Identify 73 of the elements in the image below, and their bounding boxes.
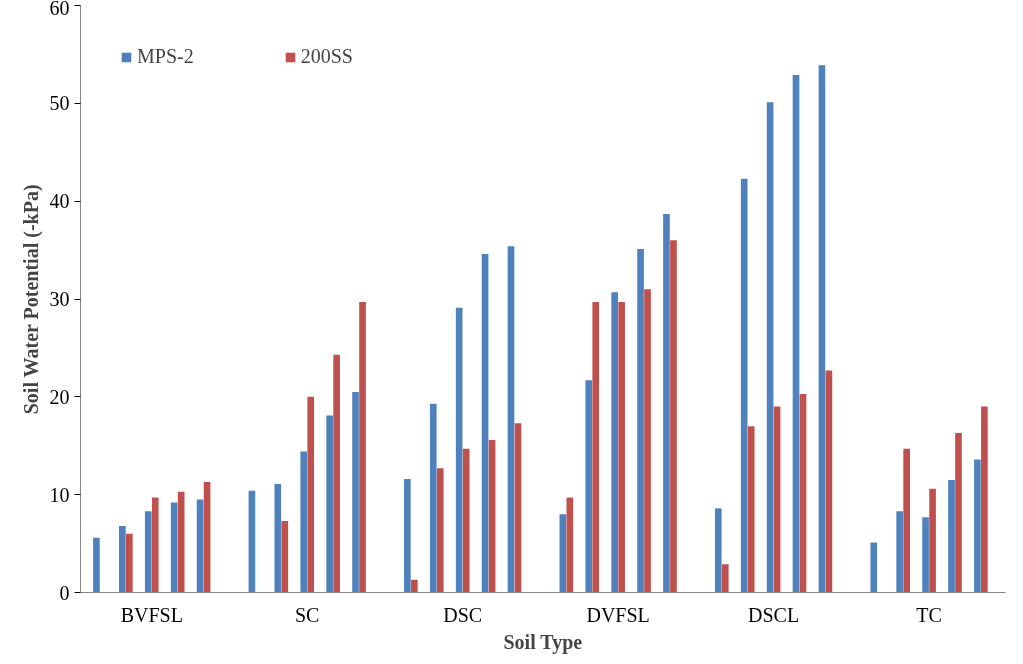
bar [481,254,489,593]
y-tick-label: 0 [59,581,70,604]
x-tick-label: DVFSL [586,603,650,626]
x-tick-label: DSC [443,603,483,626]
x-axis-title: Soil Type [503,630,583,654]
bar [300,451,308,593]
bar [670,240,677,593]
bar [126,533,133,593]
bar [333,354,340,593]
bar [974,459,981,593]
bar [559,514,567,593]
bar [411,579,418,593]
bar [281,521,289,593]
bar [119,525,126,593]
bar [618,301,625,593]
legend-label: MPS-2 [137,45,194,68]
bar [747,426,755,593]
bar [326,415,333,593]
bar [307,396,315,593]
x-tick-label: BVFSL [120,603,183,626]
bar [870,542,878,593]
bar [585,380,593,593]
bar [170,502,178,593]
bar [352,391,359,593]
legend-label: 200SS [300,45,353,68]
bar [274,483,282,593]
bar [203,481,211,593]
y-tick-label: 50 [49,92,70,115]
bar [404,479,411,593]
bar [981,406,988,593]
bar [359,301,366,593]
x-tick-label: SC [294,603,320,626]
bar [488,439,496,593]
y-tick-label: 30 [49,288,70,310]
bar [637,249,644,593]
bar [929,488,936,593]
x-tick-label: DSCL [748,603,800,626]
bar [507,246,515,593]
bar [740,178,748,593]
bar [922,517,929,593]
bar [948,479,955,593]
bar [611,292,618,593]
bar [896,511,903,593]
y-tick-label: 20 [49,385,70,408]
bar [903,448,910,593]
bar [566,497,574,593]
bar [773,406,781,593]
bar [818,65,826,593]
bar [644,289,651,593]
bar [825,370,833,593]
bar [721,564,729,593]
x-tick-label: TC [916,603,942,626]
bar [792,74,800,593]
bar [436,468,444,593]
bar [766,102,774,593]
bar [177,491,185,593]
y-tick-label: 10 [49,483,70,506]
bar [955,433,962,593]
bar [144,511,152,593]
bar [429,403,437,593]
bar [592,301,600,593]
bar [799,393,807,593]
y-tick-label: 60 [49,0,70,19]
bar [455,307,463,593]
bar [248,490,256,593]
bar [151,497,159,593]
bar [462,448,470,593]
y-tick-label: 40 [49,190,70,213]
bar [714,508,722,593]
bar [514,423,522,593]
bar [93,537,100,593]
y-axis-title: Soil Water Potential (-kPa) [19,184,43,415]
bar [663,213,670,593]
